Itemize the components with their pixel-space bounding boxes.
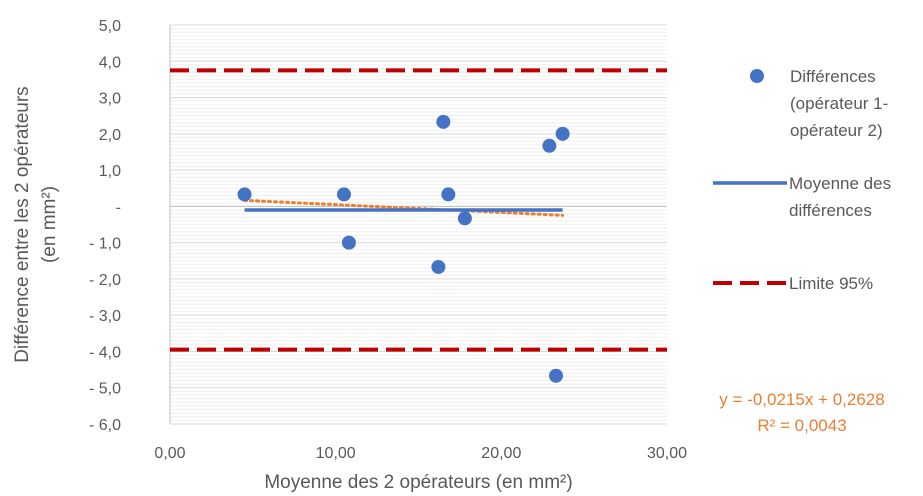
tick-labels: 5,0 4,0 3,0 2,0 1,0 - - 1,0 - 2,0 - 3,0 - 4,0 - 5,… (89, 18, 687, 462)
legend-points-marker (750, 69, 764, 83)
y-tick-label: - 4,0 (89, 344, 121, 361)
data-point (457, 211, 472, 226)
trendline-path (243, 198, 565, 217)
data-point (431, 259, 446, 274)
y-tick-label: 2,0 (99, 127, 121, 144)
x-tick-label: 20,00 (481, 445, 521, 462)
y-tick-label: - (116, 199, 121, 216)
y-tick-label: 3,0 (99, 91, 121, 108)
y-tick-label: - 2,0 (89, 272, 121, 289)
x-tick-label: 0,00 (154, 445, 185, 462)
legend-points-label-1: Différences (790, 67, 876, 86)
limit-lines (170, 68, 667, 352)
gridlines (170, 24, 667, 425)
data-point (542, 138, 557, 153)
trendline (243, 198, 565, 217)
legend: Différences (opérateur 1- opérateur 2) M… (713, 67, 891, 293)
data-point (436, 114, 451, 129)
y-tick-label: 1,0 (99, 163, 121, 180)
data-points (237, 114, 570, 383)
data-point (549, 368, 564, 383)
y-axis-title-line2: (en mm²) (39, 186, 60, 263)
y-tick-label: - 5,0 (89, 381, 121, 398)
trendline-r2: R² = 0,0043 (757, 416, 846, 435)
y-tick-label: - 6,0 (89, 417, 121, 434)
y-tick-label: 5,0 (99, 18, 121, 35)
y-tick-label: - 3,0 (89, 308, 121, 325)
x-tick-label: 10,00 (316, 445, 356, 462)
axes (169, 25, 667, 424)
legend-mean-label-2: différences (789, 201, 872, 220)
legend-points-label-3: opérateur 2) (790, 121, 883, 140)
data-point (555, 126, 570, 141)
y-tick-label: 4,0 (99, 54, 121, 71)
legend-points-label-2: (opérateur 1- (790, 94, 888, 113)
x-axis-title: Moyenne des 2 opérateurs (en mm²) (264, 472, 572, 493)
data-point (441, 187, 456, 202)
x-tick-label: 30,00 (647, 445, 687, 462)
data-point (237, 187, 252, 202)
legend-mean-label-1: Moyenne des (789, 174, 891, 193)
y-axis-title-line1: Différence entre les 2 opérateurs (12, 86, 33, 362)
data-point (336, 187, 351, 202)
legend-limit-label: Limite 95% (789, 274, 873, 293)
trendline-equation: y = -0,0215x + 0,2628 (719, 390, 884, 409)
data-point (341, 235, 356, 250)
y-tick-label: - 1,0 (89, 236, 121, 253)
